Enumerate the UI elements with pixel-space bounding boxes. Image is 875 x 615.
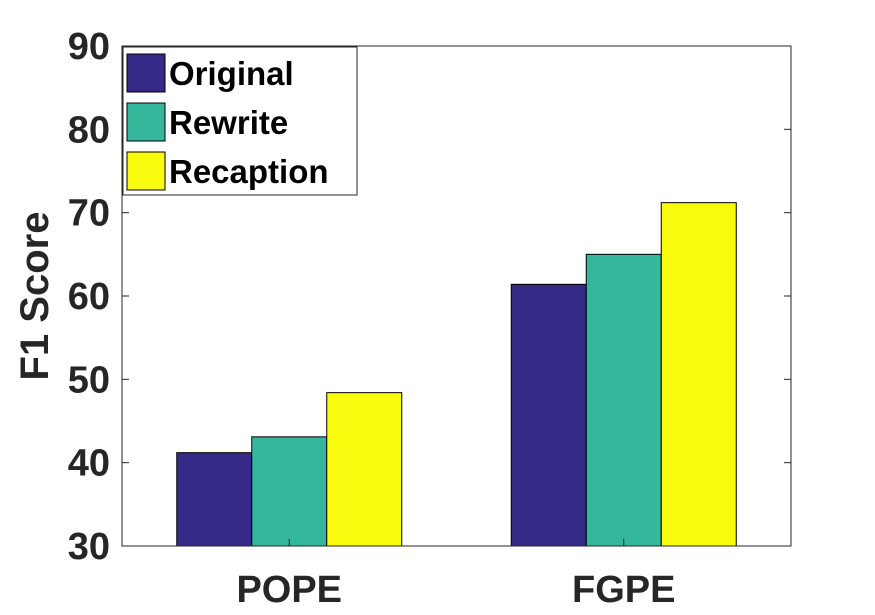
bar-original-pope	[176, 452, 253, 547]
legend-swatch-recaption	[126, 151, 166, 191]
legend-swatch-original	[126, 53, 166, 93]
bar-rewrite-pope	[251, 436, 328, 547]
legend-swatch-rewrite	[126, 102, 166, 142]
x-tick-label: POPE	[236, 569, 342, 611]
legend: Original Rewrite Recaption	[122, 46, 358, 196]
legend-label-recaption: Recaption	[169, 153, 329, 190]
y-tick-label: 70	[68, 193, 110, 235]
legend-label-original: Original	[169, 55, 294, 92]
bar-rewrite-fgpe	[585, 253, 662, 547]
y-tick-label: 80	[68, 109, 110, 151]
y-tick-label: 50	[68, 359, 110, 401]
y-tick-label: 30	[68, 526, 110, 568]
x-axis: POPE FGPE	[236, 539, 675, 611]
x-tick-label: FGPE	[572, 569, 675, 611]
bar-original-fgpe	[510, 283, 587, 547]
legend-label-rewrite: Rewrite	[169, 104, 288, 141]
bar-recaption-fgpe	[660, 202, 737, 547]
bar-recaption-pope	[326, 392, 403, 547]
y-axis: 30 40 50 60 70 80 90	[68, 26, 791, 568]
y-tick-label: 60	[68, 276, 110, 318]
y-tick-label: 90	[68, 26, 110, 68]
y-axis-title: F1 Score	[13, 212, 57, 381]
bars-layer	[176, 202, 737, 547]
y-tick-label: 40	[68, 443, 110, 485]
